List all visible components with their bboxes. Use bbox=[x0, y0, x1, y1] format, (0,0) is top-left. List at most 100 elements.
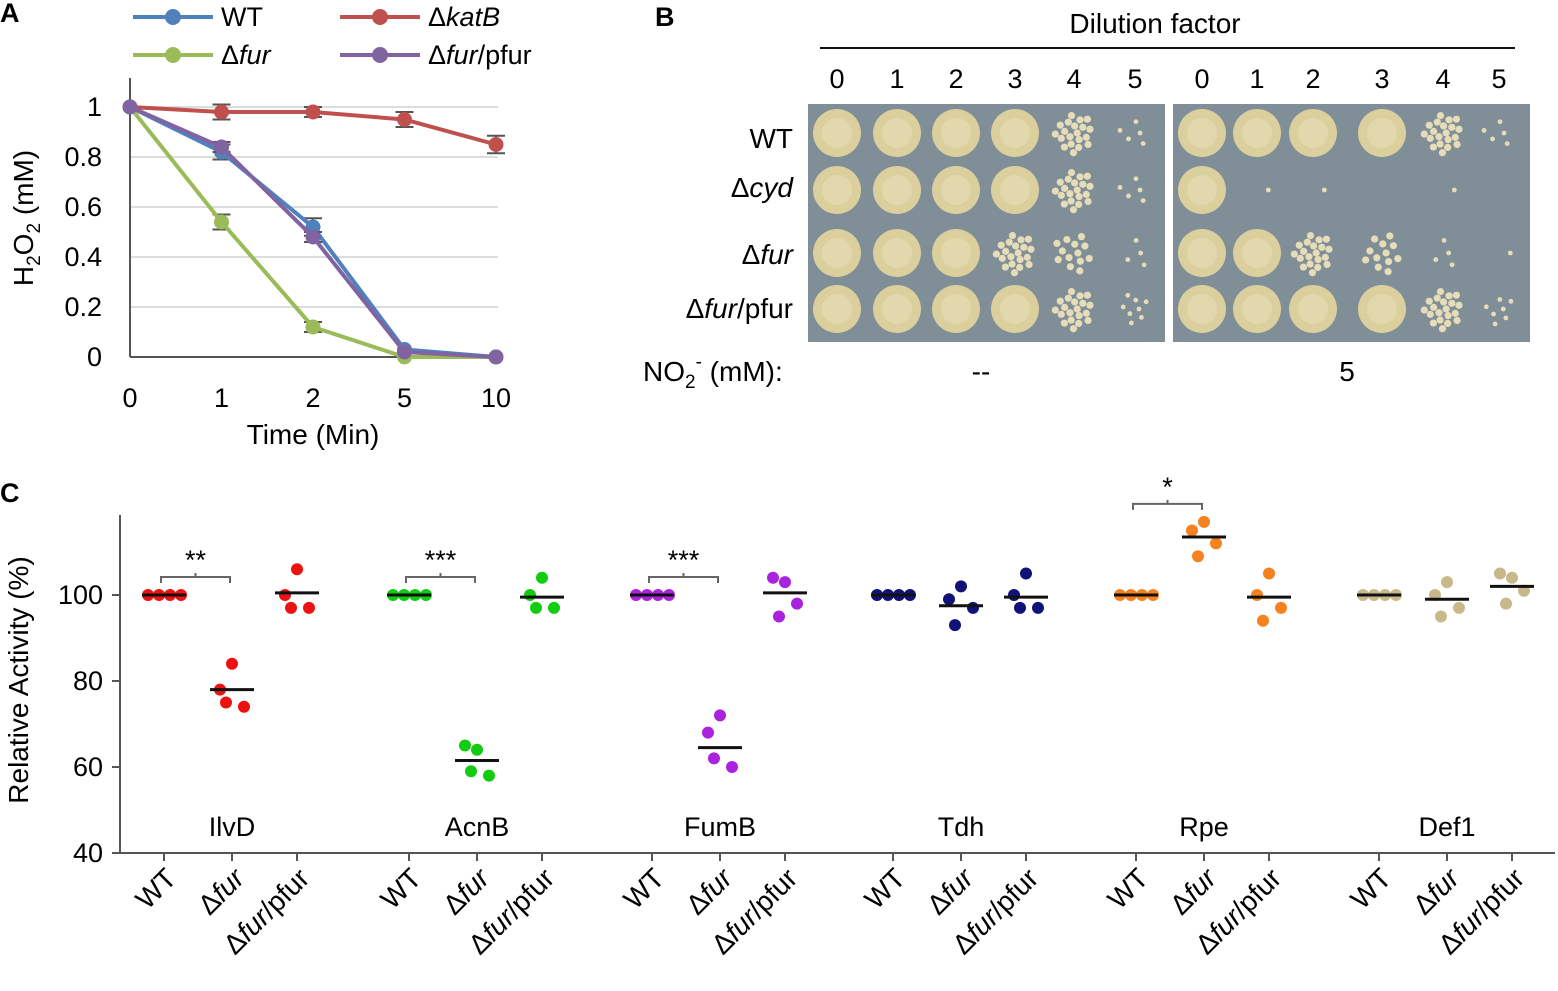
panel-c-y-ticks: 40 60 80 100 bbox=[58, 580, 120, 868]
colony-dot bbox=[1075, 143, 1083, 152]
colony-dot bbox=[1051, 306, 1059, 314]
colony-dot bbox=[1453, 316, 1461, 325]
panel-c-y-tick-label: 100 bbox=[58, 580, 103, 610]
strain-axis-label: WT bbox=[618, 862, 671, 915]
colony-spot-center bbox=[1367, 294, 1397, 324]
colony-dot bbox=[1076, 267, 1084, 275]
data-point bbox=[967, 601, 979, 614]
colony-dot bbox=[1025, 260, 1033, 269]
colony-dot bbox=[1120, 304, 1126, 310]
colony-dot bbox=[1067, 168, 1076, 177]
colony-dot bbox=[1143, 299, 1149, 305]
colony-dot bbox=[1086, 125, 1094, 133]
colony-dot bbox=[1079, 123, 1087, 131]
colony-dot bbox=[1433, 294, 1441, 302]
strain-axis-label: WT bbox=[130, 862, 183, 915]
panel-a-series-3 bbox=[122, 99, 504, 365]
colony-spot-center bbox=[882, 118, 912, 148]
colony-spot-center bbox=[1187, 118, 1217, 148]
colony-dot bbox=[1082, 309, 1090, 317]
data-point bbox=[1020, 567, 1032, 580]
data-point bbox=[524, 589, 536, 601]
significance-bracket bbox=[1132, 502, 1203, 510]
data-point bbox=[1275, 601, 1287, 614]
colony-dot bbox=[1127, 311, 1133, 317]
legend-entry: WT bbox=[221, 2, 263, 32]
colony-dot bbox=[1440, 122, 1448, 130]
significance-label: *** bbox=[425, 545, 457, 575]
legend-swatch-marker bbox=[165, 9, 181, 25]
colony-dot bbox=[1067, 140, 1075, 148]
significance-bracket bbox=[160, 576, 231, 583]
colony-dot bbox=[1389, 242, 1397, 250]
panel-c-y-tick-label: 40 bbox=[73, 838, 103, 868]
colony-dot bbox=[1373, 254, 1381, 262]
panel-b-colony-spots bbox=[813, 109, 1514, 333]
colony-dot bbox=[1064, 175, 1072, 183]
colony-dot bbox=[1074, 249, 1082, 257]
colony-dot bbox=[1069, 325, 1078, 333]
dilution-label: 3 bbox=[1374, 64, 1389, 94]
significance-bracket bbox=[648, 576, 719, 583]
data-point bbox=[214, 104, 229, 120]
colony-dot bbox=[1299, 263, 1307, 271]
colony-dot bbox=[1057, 134, 1065, 142]
colony-dot bbox=[1066, 133, 1074, 141]
colony-dot bbox=[992, 250, 1000, 258]
strain-axis-label: Δfur bbox=[680, 861, 739, 920]
colony-dot bbox=[1024, 235, 1032, 243]
data-point bbox=[1263, 567, 1275, 580]
colony-dot bbox=[1020, 243, 1028, 251]
data-point bbox=[291, 563, 303, 576]
colony-dot bbox=[1321, 187, 1327, 193]
colony-spot-center bbox=[941, 294, 971, 324]
panel-c-y-tick-label: 80 bbox=[73, 666, 103, 696]
colony-dot bbox=[1071, 298, 1079, 306]
colony-dot bbox=[1086, 182, 1094, 190]
colony-dot bbox=[1061, 127, 1069, 135]
data-point bbox=[726, 761, 738, 773]
colony-dot bbox=[998, 254, 1006, 262]
colony-dot bbox=[1016, 263, 1024, 272]
data-point bbox=[548, 601, 560, 614]
panel-b-condition-label: NO2- (mM): bbox=[643, 352, 783, 393]
colony-dot bbox=[1452, 115, 1460, 123]
colony-dot bbox=[1082, 190, 1090, 198]
colony-dot bbox=[1066, 263, 1075, 271]
colony-dot bbox=[1140, 198, 1146, 204]
colony-dot bbox=[1490, 136, 1495, 142]
colony-dot bbox=[1126, 136, 1131, 142]
panel-b-title: Dilution factor bbox=[1069, 8, 1240, 39]
colony-dot bbox=[1448, 299, 1456, 307]
colony-dot bbox=[1435, 133, 1443, 141]
colony-dot bbox=[1017, 236, 1025, 244]
colony-dot bbox=[1076, 257, 1084, 265]
significance-label: ** bbox=[185, 545, 207, 575]
colony-dot bbox=[1442, 305, 1450, 313]
colony-dot bbox=[1436, 140, 1444, 148]
colony-spot-center bbox=[822, 118, 852, 148]
data-point bbox=[305, 229, 321, 245]
colony-dot bbox=[1051, 130, 1059, 138]
data-point bbox=[226, 657, 238, 670]
data-point bbox=[1008, 589, 1020, 601]
colony-dot bbox=[1366, 247, 1374, 255]
data-point bbox=[465, 765, 477, 778]
group-name-label: Def1 bbox=[1418, 812, 1475, 842]
data-point bbox=[1198, 515, 1210, 528]
colony-dot bbox=[1141, 262, 1147, 268]
colony-dot bbox=[1066, 190, 1074, 198]
colony-dot bbox=[1455, 125, 1463, 133]
panel-a-y-tick-label: 1 bbox=[87, 92, 102, 122]
strain-axis-label: Δfur bbox=[1164, 861, 1223, 920]
colony-spot-center bbox=[1000, 175, 1030, 205]
colony-dot bbox=[1066, 309, 1074, 317]
colony-dot bbox=[1138, 250, 1144, 256]
colony-dot bbox=[1445, 292, 1453, 300]
colony-dot bbox=[1056, 297, 1064, 305]
panel-a-x-axis-label: Time (Min) bbox=[247, 419, 380, 450]
colony-dot bbox=[1083, 172, 1091, 180]
